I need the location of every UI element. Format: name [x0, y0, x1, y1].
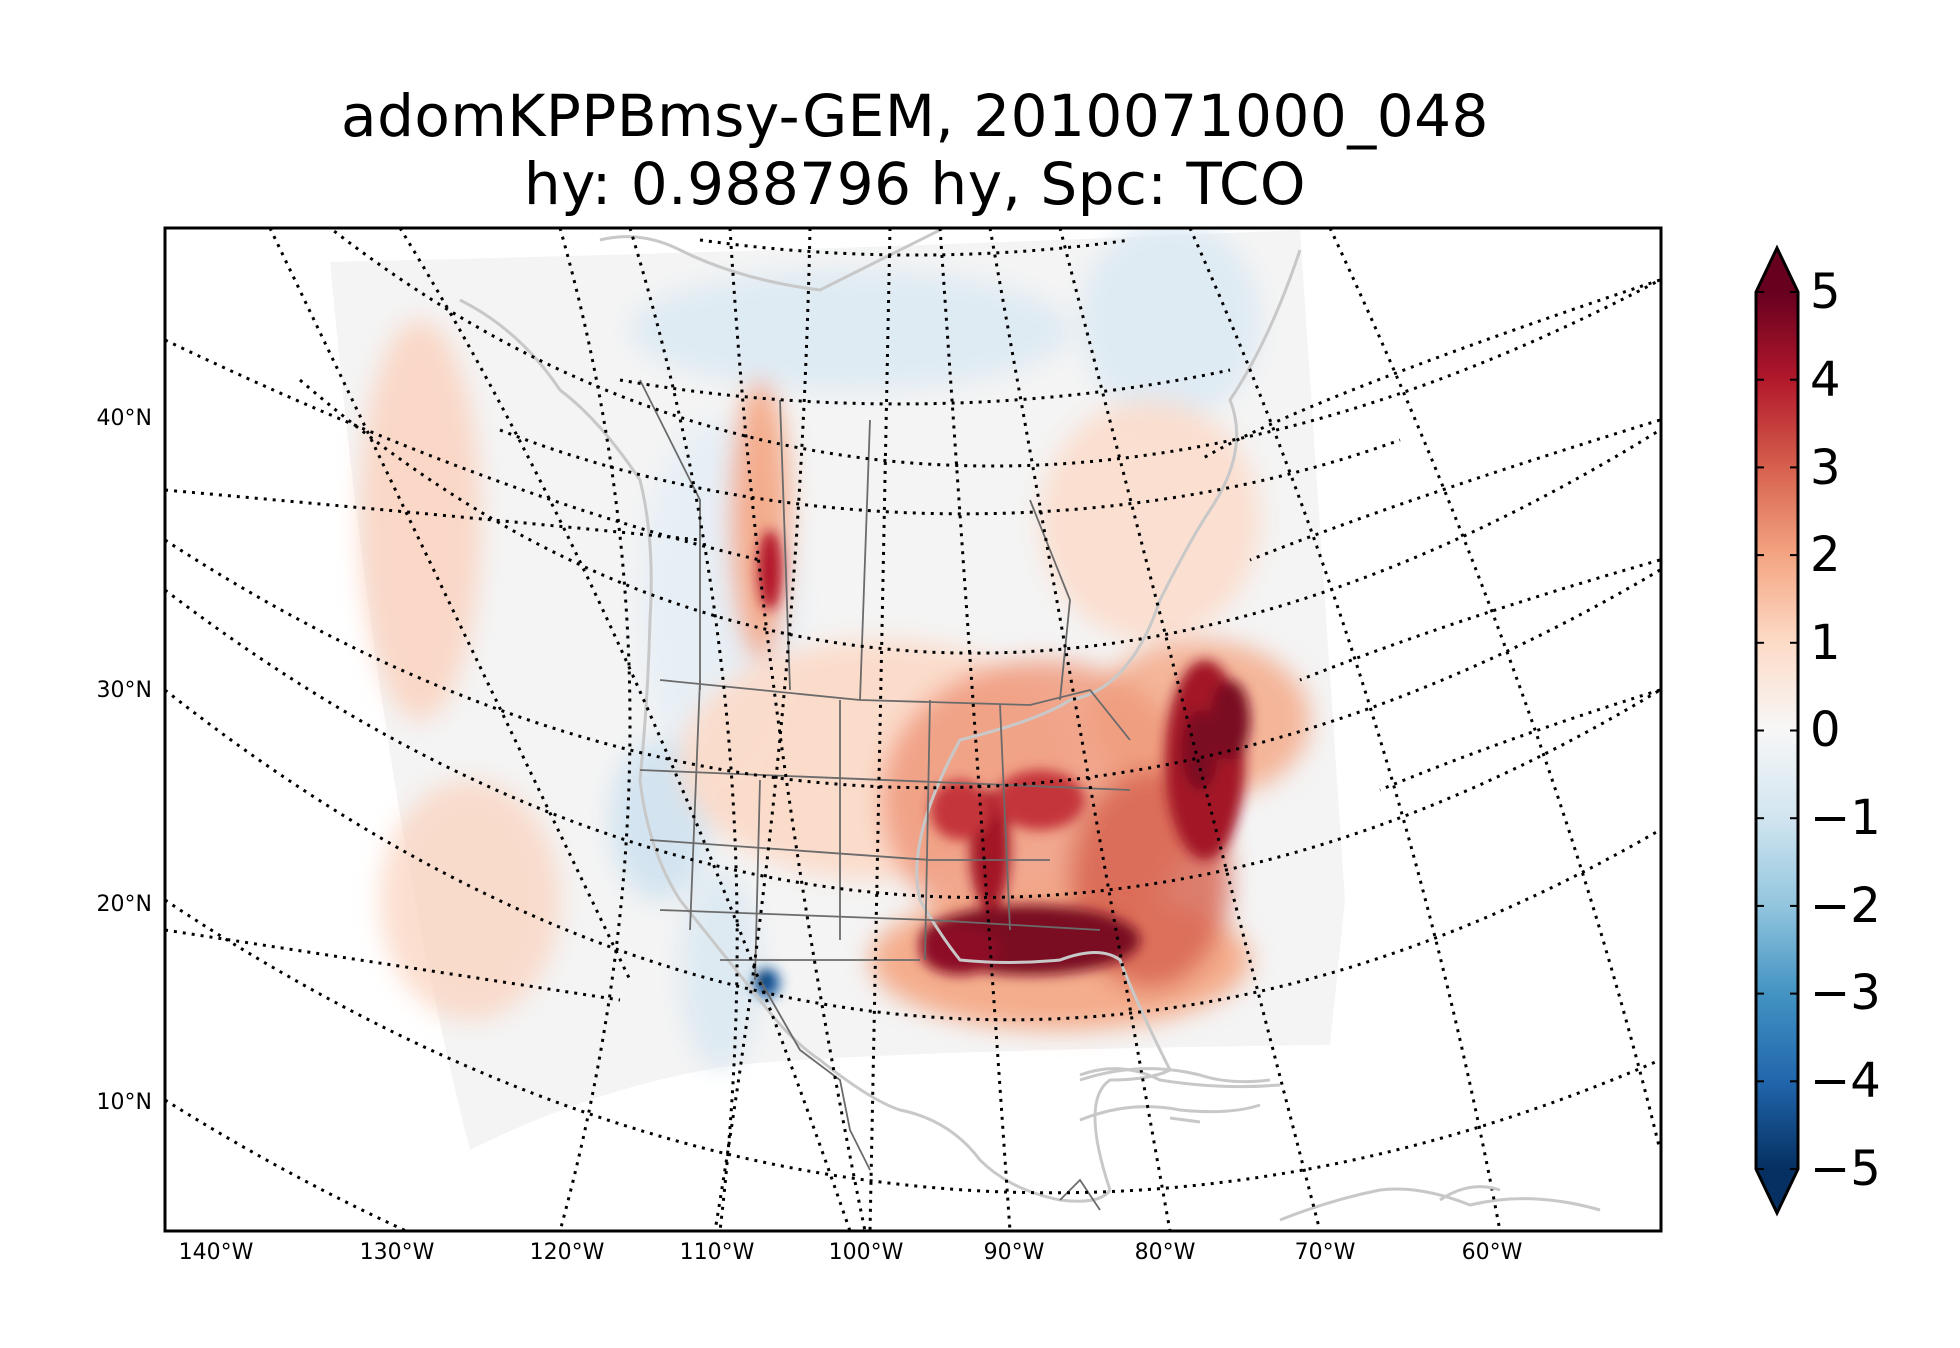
colorbar-tick-label: 0: [1810, 702, 1841, 758]
map-frame: [163, 226, 1663, 1233]
lon-label-80w: 80°W: [1134, 1240, 1196, 1265]
lon-label-140w: 140°W: [178, 1240, 254, 1265]
colorbar-ticks: [1756, 291, 1798, 1170]
map-area: [165, 228, 1661, 1231]
islands: [1079, 1067, 1501, 1202]
coastlines: [459, 228, 1601, 1222]
colorbar-tick-label: −5: [1810, 1141, 1881, 1197]
lon-label-110w: 110°W: [679, 1240, 755, 1265]
high-concentration-core: [754, 530, 1250, 998]
lat-label-20n: 20°N: [96, 892, 152, 917]
lon-label-120w: 120°W: [529, 1240, 605, 1265]
colorbar-tick-label: 3: [1810, 440, 1841, 496]
colorbar-tick-label: 4: [1810, 352, 1841, 408]
lat-label-40n: 40°N: [96, 406, 152, 431]
lon-label-60w: 60°W: [1461, 1240, 1523, 1265]
colorbar-tick-label: −2: [1810, 878, 1881, 934]
lat-label-10n: 10°N: [96, 1090, 152, 1115]
lon-label-130w: 130°W: [359, 1240, 435, 1265]
colorbar-tick-label: −4: [1810, 1053, 1881, 1109]
colorbar-tick-label: 1: [1810, 615, 1841, 671]
lat-label-30n: 30°N: [96, 678, 152, 703]
colorbar-extend-max: [1756, 248, 1798, 292]
chart-title-line-1: adomKPPBmsy-GEM, 2010071000_048: [341, 82, 1489, 150]
chart-title-line-2: hy: 0.988796 hy, Spc: TCO: [523, 150, 1307, 218]
colorbar-tick-label: 5: [1810, 264, 1841, 320]
lon-label-100w: 100°W: [828, 1240, 904, 1265]
colorbar-tick-label: −3: [1810, 965, 1881, 1021]
lon-label-90w: 90°W: [983, 1240, 1045, 1265]
graticule: [165, 228, 1661, 1231]
colorbar-extend-min: [1756, 1169, 1798, 1213]
colorbar-tick-label: −1: [1810, 790, 1881, 846]
colorbar: [1754, 244, 1800, 1217]
lon-label-70w: 70°W: [1294, 1240, 1356, 1265]
colorbar-tick-label: 2: [1810, 527, 1841, 583]
